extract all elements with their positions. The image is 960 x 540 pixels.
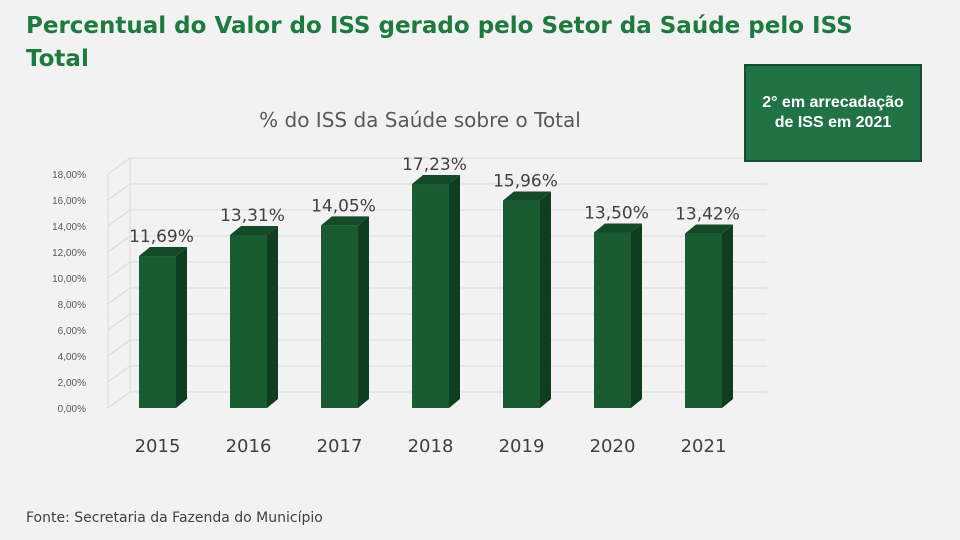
- bar-side: [722, 224, 733, 408]
- bar-front: [503, 200, 540, 408]
- gridline-depth: [107, 235, 131, 253]
- data-label: 13,42%: [675, 205, 740, 225]
- bar-front: [230, 234, 267, 408]
- bar-front: [412, 184, 449, 408]
- bar-side: [631, 223, 642, 408]
- y-tick-label: 14,00%: [52, 222, 86, 233]
- bar-front: [321, 225, 358, 408]
- gridline-depth: [107, 313, 131, 331]
- gridline-depth: [107, 261, 131, 279]
- data-label: 13,31%: [220, 206, 285, 226]
- y-tick-label: 4,00%: [58, 352, 86, 363]
- x-tick-label: 2020: [590, 436, 636, 457]
- source-note: Fonte: Secretaria da Fazenda do Municípi…: [26, 510, 323, 526]
- bar: 13,31%: [220, 206, 285, 408]
- data-label: 17,23%: [402, 155, 467, 175]
- bar-top: [230, 225, 278, 235]
- bar: 11,69%: [129, 227, 194, 408]
- bar-front: [594, 232, 631, 408]
- bar: 14,05%: [311, 196, 376, 408]
- bar-side: [449, 175, 460, 408]
- y-axis: 0,00% 2,00% 4,00% 6,00% 8,00% 10,00% 12,00% 14,…: [52, 170, 86, 415]
- bar-side: [267, 225, 278, 408]
- bar-top: [503, 191, 551, 201]
- bar-top: [139, 247, 187, 257]
- x-tick-label: 2021: [681, 436, 727, 457]
- y-tick-label: 10,00%: [52, 274, 86, 285]
- y-tick-label: 16,00%: [52, 196, 86, 207]
- bar-front: [139, 256, 176, 408]
- x-tick-label: 2017: [317, 436, 363, 457]
- y-tick-label: 6,00%: [58, 326, 86, 337]
- data-label: 15,96%: [493, 172, 558, 192]
- gridline-depth: [107, 339, 131, 357]
- ranking-badge: 2° em arrecadação de ISS em 2021: [744, 64, 922, 162]
- page-title: Percentual do Valor do ISS gerado pelo S…: [26, 13, 853, 72]
- bar-front: [685, 233, 722, 408]
- x-tick-label: 2019: [499, 436, 545, 457]
- x-axis: 2015 2016 2017 2018 2019 2020 2021: [135, 436, 727, 457]
- x-tick-label: 2018: [408, 436, 454, 457]
- bar-top: [321, 216, 369, 226]
- gridline-depth: [107, 183, 131, 201]
- bar-top: [412, 175, 460, 185]
- gridline-depth: [107, 365, 131, 383]
- bar-top: [594, 223, 642, 233]
- chart-title: % do ISS da Saúde sobre o Total: [259, 108, 581, 132]
- gridline-depth: [107, 391, 131, 409]
- bar: 17,23%: [402, 155, 467, 408]
- bar-top: [685, 224, 733, 234]
- y-tick-label: 2,00%: [58, 378, 86, 389]
- y-tick-label: 8,00%: [58, 300, 86, 311]
- bar: 13,50%: [584, 204, 649, 408]
- bar: 15,96%: [493, 172, 558, 408]
- gridline-depth: [107, 157, 131, 175]
- y-tick-label: 0,00%: [58, 404, 86, 415]
- ranking-badge-text: 2° em arrecadação de ISS em 2021: [762, 94, 904, 131]
- data-label: 13,50%: [584, 204, 649, 224]
- data-label: 14,05%: [311, 196, 376, 216]
- x-tick-label: 2015: [135, 436, 181, 457]
- bar-side: [176, 247, 187, 408]
- gridline-depth: [107, 287, 131, 305]
- bars: 11,69% 13,31% 14,05% 17,23% 15,96% 13,50% 13,4…: [129, 155, 740, 408]
- y-tick-label: 12,00%: [52, 248, 86, 259]
- bar: 13,42%: [675, 205, 740, 408]
- bar-side: [358, 216, 369, 408]
- bar-side: [540, 191, 551, 408]
- y-tick-label: 18,00%: [52, 170, 86, 181]
- data-label: 11,69%: [129, 227, 194, 247]
- x-tick-label: 2016: [226, 436, 272, 457]
- gridline-depth: [107, 209, 131, 227]
